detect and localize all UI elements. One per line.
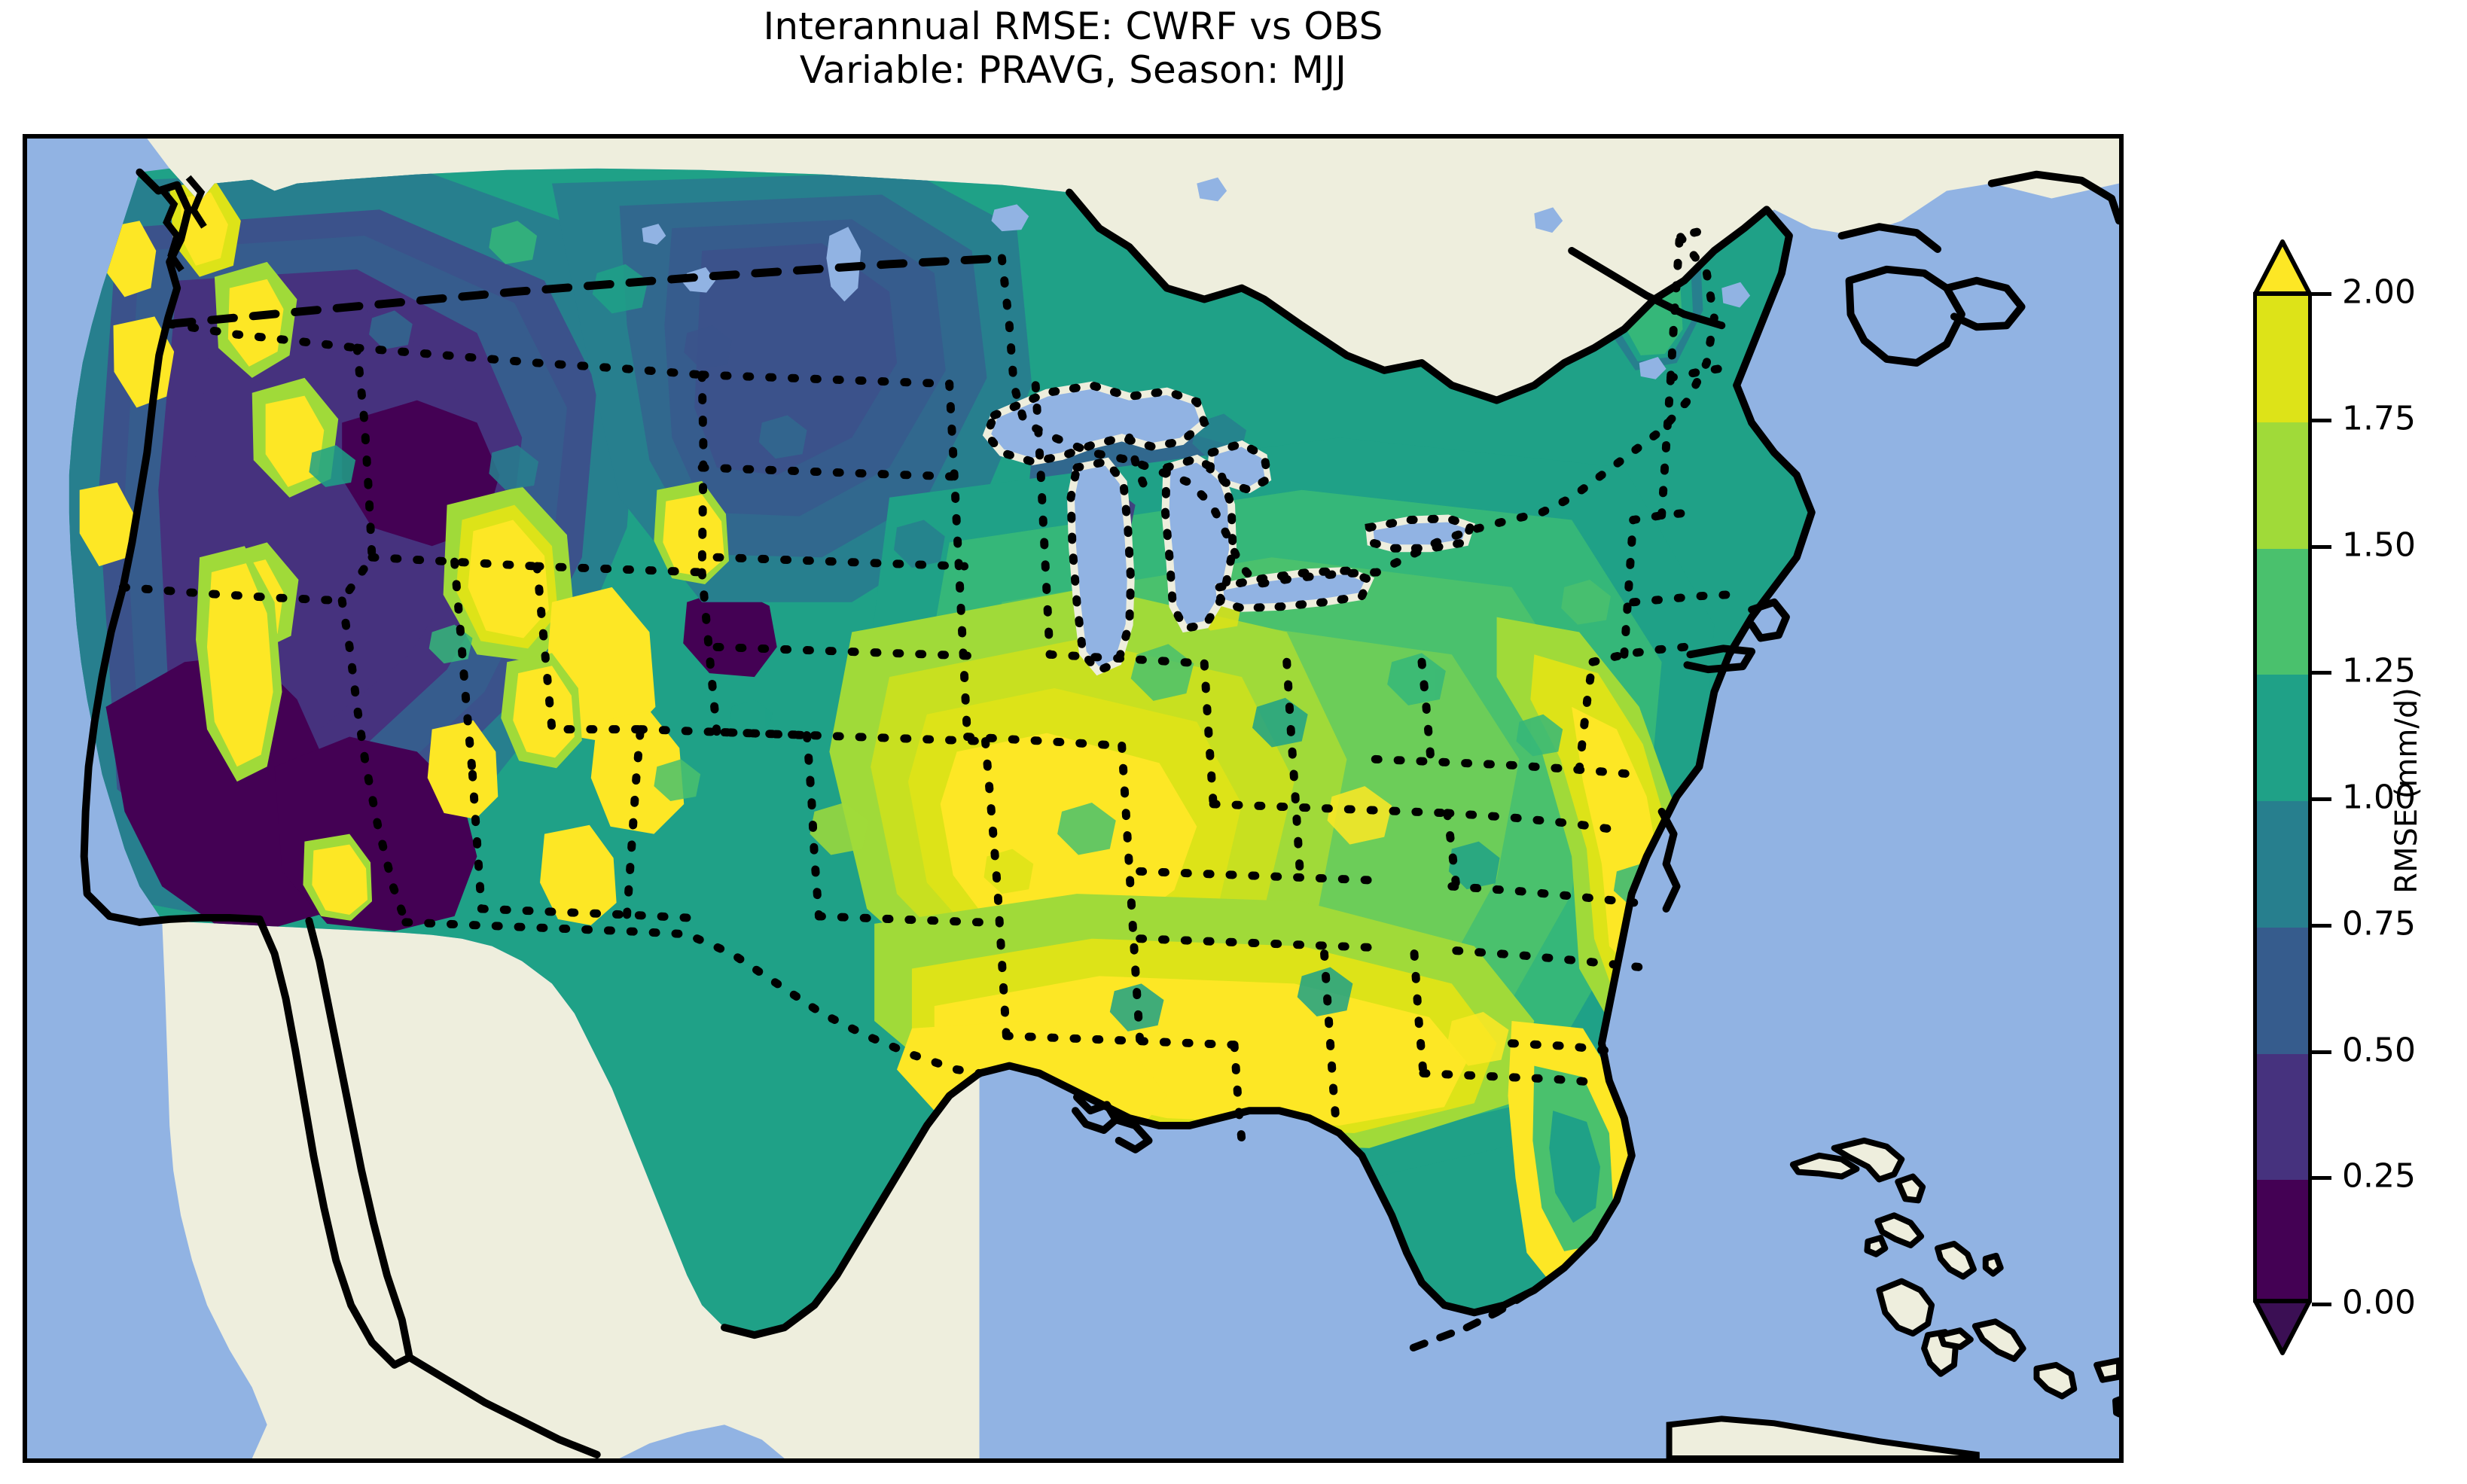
- colorbar-ticklabel-1.25: 1.25: [2342, 651, 2416, 690]
- puget-sound: [157, 175, 207, 273]
- colorbar[interactable]: 2.00 1.75 1.50 1.25 1.00 0.75 0.50 0.25 …: [2253, 239, 2416, 1355]
- mexico-landmass: [162, 919, 980, 1458]
- colorbar-axis-label: RMSE (mm/d): [2389, 687, 2424, 894]
- colorbar-tick-1.50: [2312, 544, 2331, 549]
- lake-outlines: [982, 381, 1476, 676]
- colorbar-tick-2.00: [2312, 292, 2331, 296]
- colorbar-bands: [2253, 292, 2312, 1303]
- bahamas-islands: [1789, 1137, 2119, 1418]
- colorbar-tick-1.25: [2312, 671, 2331, 675]
- colorbar-tick-1.00: [2312, 797, 2331, 801]
- colorbar-band-1.00-1.25: [2257, 675, 2308, 801]
- colorbar-band-0.25-0.50: [2257, 1053, 2308, 1181]
- colorbar-band-0.00-0.25: [2257, 1180, 2308, 1299]
- colorbar-tick-0.50: [2312, 1050, 2331, 1054]
- figure-title: Interannual RMSE: CWRF vs OBS Variable: …: [0, 5, 2146, 92]
- map-clip: [27, 139, 2119, 1458]
- colorbar-ticklabel-0.25: 0.25: [2342, 1156, 2416, 1196]
- colorbar-band-1.75-2.00: [2257, 296, 2308, 422]
- title-line-1: Interannual RMSE: CWRF vs OBS: [763, 5, 1383, 48]
- colorbar-ticklabel-0.00: 0.00: [2342, 1283, 2416, 1322]
- colorbar-extend-top: [2253, 239, 2312, 296]
- state-borders: [118, 224, 1732, 1145]
- colorbar-band-1.50-1.75: [2257, 422, 2308, 549]
- colorbar-tick-0.25: [2312, 1176, 2331, 1181]
- colorbar-ticklabel-2.00: 2.00: [2342, 273, 2416, 312]
- colorbar-tick-0.00: [2312, 1303, 2331, 1306]
- colorbar-band-1.25-1.50: [2257, 548, 2308, 675]
- climate-map: [27, 139, 2119, 1458]
- colorbar-ticklabel-1.00: 1.00: [2342, 778, 2416, 817]
- colorbar-band-0.50-0.75: [2257, 927, 2308, 1054]
- colorbar-ticklabel-1.75: 1.75: [2342, 399, 2416, 438]
- colorbar-ticklabel-0.75: 0.75: [2342, 904, 2416, 943]
- title-line-2: Variable: PRAVG, Season: MJJ: [799, 48, 1347, 92]
- cuba-landmass: [1666, 1415, 1980, 1458]
- coastline-layer: [80, 168, 2119, 1458]
- canada-landmass: [147, 139, 2119, 401]
- colorbar-band-0.75-1.00: [2257, 801, 2308, 928]
- colorbar-tick-1.75: [2312, 418, 2331, 422]
- colorbar-tick-0.75: [2312, 923, 2331, 928]
- colorbar-ticklabel-0.50: 0.50: [2342, 1031, 2416, 1069]
- colorbar-ticklabel-1.50: 1.50: [2342, 526, 2416, 564]
- map-axes: [23, 134, 2124, 1463]
- colorbar-extend-bottom: [2253, 1299, 2312, 1355]
